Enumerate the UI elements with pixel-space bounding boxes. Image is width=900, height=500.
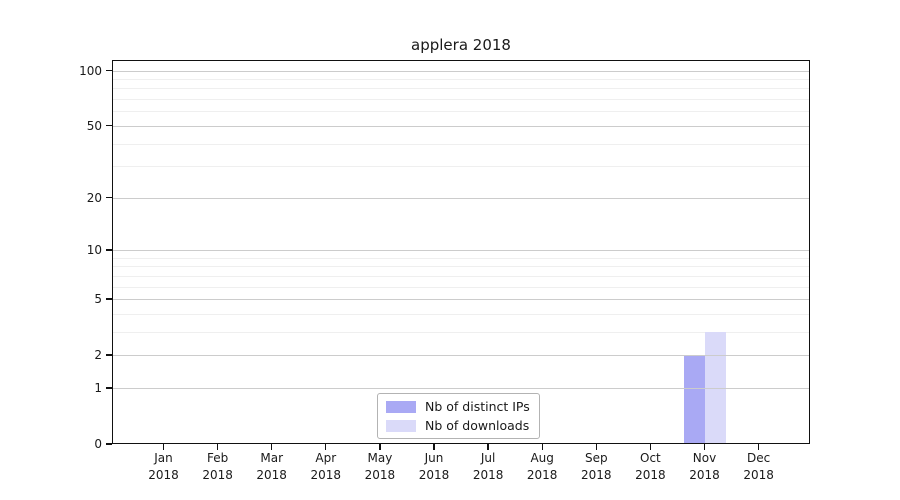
gridline-minor-40 [112,143,810,145]
legend-item-distinct-ips: Nb of distinct IPs [386,399,530,414]
x-tick-mark-mar [271,444,273,450]
y-tick-label-0: 0 [94,437,102,451]
gridline-minor-80 [112,88,810,90]
x-tick-mark-oct [649,444,652,450]
x-tick-mark-jan [162,444,165,450]
gridline-minor-8 [112,266,810,268]
y-tick-label-1: 1 [94,380,102,395]
x-tick-label-may: May 2018 [364,451,396,482]
gridlines-minor-layer [112,60,810,444]
gridlines-major-layer [112,60,810,444]
gridline-major-20 [112,197,810,199]
y-tick-mark-2 [106,354,112,356]
gridline-major-1 [112,387,810,389]
gridline-minor-6 [112,286,810,288]
plot-area [112,60,810,444]
chart-title: applera 2018 [411,36,511,54]
x-tick-mark-apr [325,444,327,450]
gridline-major-50 [112,125,810,127]
gridline-major-100 [112,70,810,72]
gridline-minor-3 [112,331,810,333]
legend-swatch-distinct-ips-icon [386,400,416,413]
legend-item-downloads: Nb of downloads [386,418,530,433]
y-tick-label-20: 20 [86,190,102,205]
x-tick-label-sep: Sep 2018 [581,451,612,482]
x-tick-label-aug: Aug 2018 [526,451,558,482]
x-tick-label-oct: Oct 2018 [635,451,666,482]
x-tick-mark-aug [541,444,543,450]
y-tick-label-5: 5 [94,292,102,306]
y-tick-label-50: 50 [86,118,102,133]
x-tick-label-feb: Feb 2018 [202,451,233,482]
x-tick-label-nov: Nov 2018 [689,451,720,482]
x-tick-mark-nov [703,444,706,450]
x-tick-mark-feb [216,444,219,450]
gridline-minor-9 [112,257,810,259]
y-tick-mark-5 [106,298,112,300]
y-tick-mark-10 [106,249,112,251]
x-tick-label-jun: Jun 2018 [418,451,450,482]
legend-label-downloads: Nb of downloads [425,418,530,433]
x-tick-label-mar: Mar 2018 [256,451,287,482]
gridline-minor-7 [112,275,810,277]
y-tick-label-2: 2 [94,348,102,363]
x-tick-label-jan: Jan 2018 [148,451,179,482]
legend: Nb of distinct IPs Nb of downloads [377,393,540,439]
legend-swatch-downloads-icon [386,419,416,432]
y-tick-mark-0 [106,443,112,445]
legend-label-distinct-ips: Nb of distinct IPs [425,399,530,414]
gridline-major-10 [112,249,810,251]
x-tick-label-jul: Jul 2018 [472,451,504,482]
gridline-minor-4 [112,313,810,315]
gridline-minor-30 [112,166,810,168]
y-tick-mark-20 [106,196,112,199]
gridline-minor-60 [112,111,810,113]
bar-nb-of-distinct-ips-nov [683,355,705,444]
x-tick-mark-jul [487,444,489,450]
y-tick-label-100: 100 [79,63,102,78]
y-tick-mark-1 [106,387,112,389]
x-tick-label-dec: Dec 2018 [743,451,774,482]
x-tick-mark-jun [433,444,435,450]
gridline-minor-90 [112,78,810,80]
y-tick-label-10: 10 [86,242,102,257]
x-tick-label-apr: Apr 2018 [310,451,342,482]
y-tick-mark-50 [106,125,112,127]
y-tick-mark-100 [106,69,112,72]
gridline-major-5 [112,299,810,300]
gridline-minor-70 [112,99,810,100]
x-tick-mark-sep [595,444,597,450]
gridline-major-2 [112,355,810,357]
x-tick-mark-dec [757,444,760,450]
x-tick-mark-may [379,444,381,450]
